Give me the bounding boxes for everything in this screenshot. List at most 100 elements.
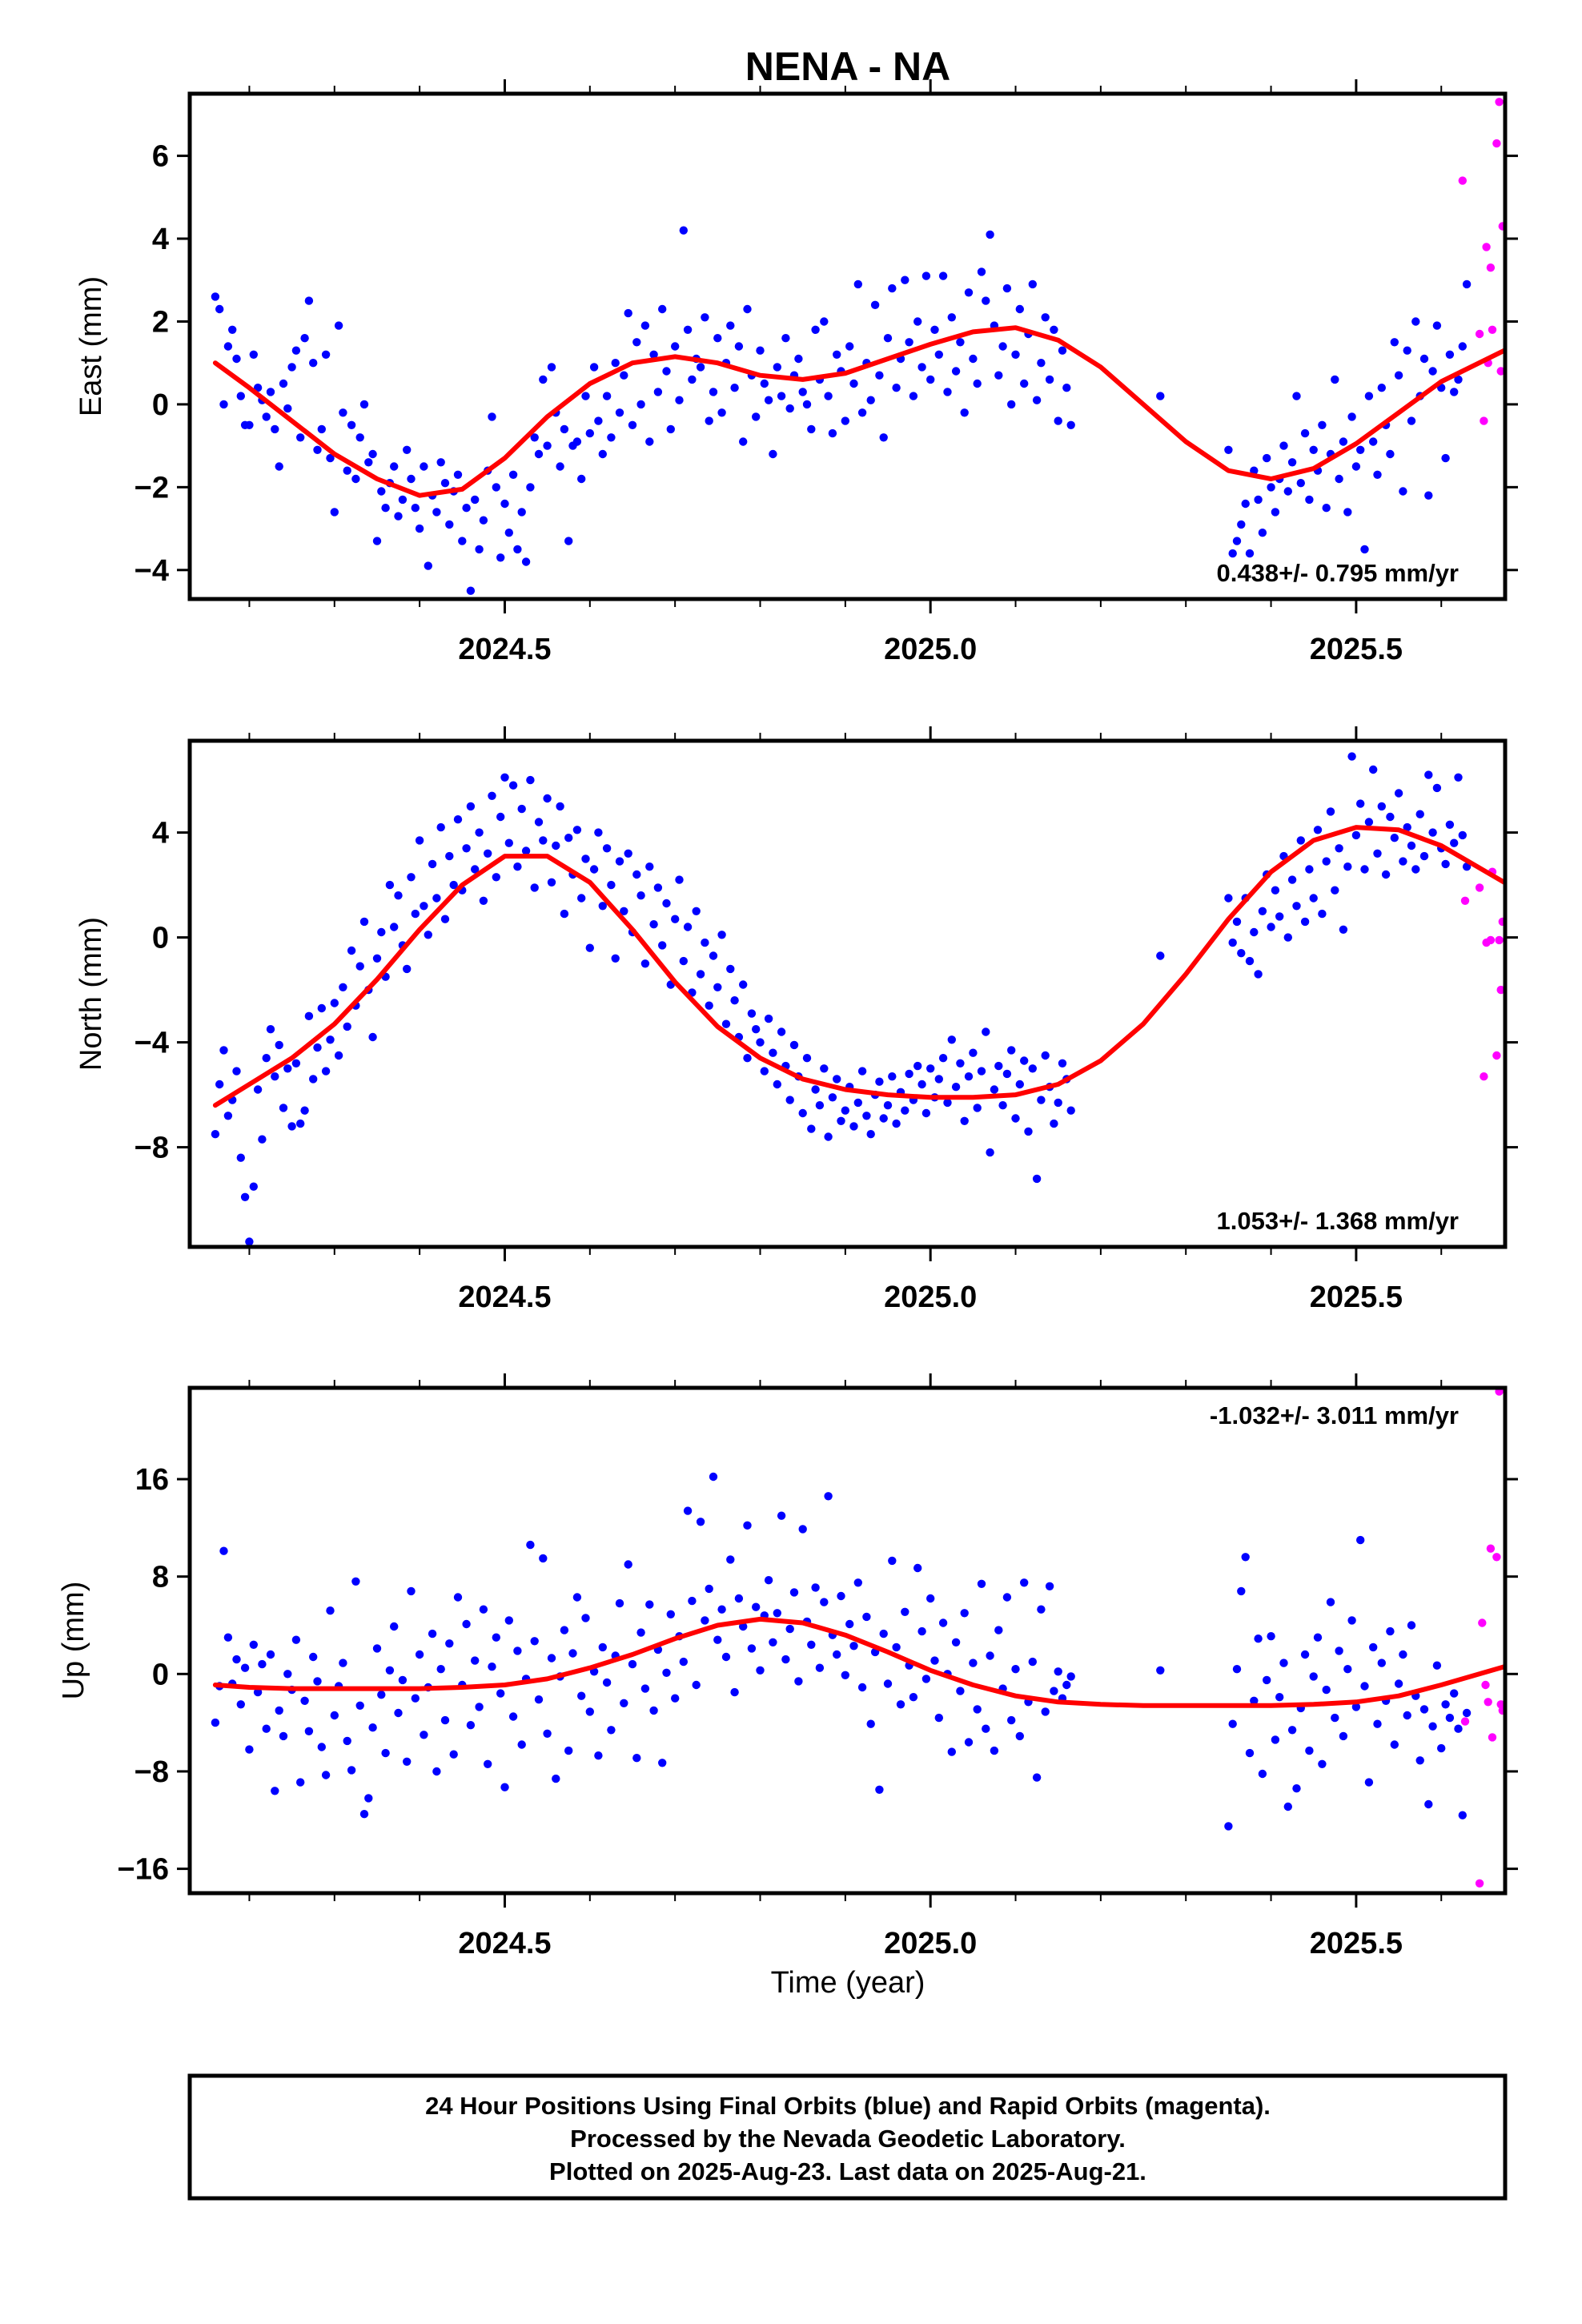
final-orbit-point bbox=[428, 859, 437, 869]
final-orbit-point bbox=[390, 1622, 399, 1631]
final-orbit-point bbox=[1369, 1642, 1378, 1652]
east-panel-frame bbox=[187, 91, 1508, 601]
final-orbit-point bbox=[1015, 1080, 1025, 1089]
final-orbit-point bbox=[1432, 321, 1442, 330]
final-orbit-point bbox=[798, 1525, 807, 1534]
rapid-orbit-point bbox=[1495, 935, 1504, 945]
final-orbit-point bbox=[420, 902, 428, 911]
final-orbit-point bbox=[1267, 1632, 1275, 1641]
final-orbit-point bbox=[589, 865, 599, 874]
final-orbit-point bbox=[1292, 902, 1301, 911]
final-orbit-point bbox=[705, 1584, 713, 1594]
footer-line-3: Plotted on 2025-Aug-23. Last data on 202… bbox=[549, 2157, 1146, 2185]
final-orbit-point bbox=[539, 375, 548, 384]
final-orbit-point bbox=[253, 1085, 263, 1094]
final-orbit-point bbox=[820, 1598, 829, 1606]
final-orbit-point bbox=[249, 1640, 258, 1649]
x-tick-label: 2025.5 bbox=[1310, 633, 1403, 666]
final-orbit-point bbox=[683, 1506, 693, 1515]
final-orbit-point bbox=[415, 836, 424, 845]
rapid-orbit-point bbox=[1492, 1553, 1501, 1562]
final-orbit-point bbox=[739, 1622, 748, 1631]
final-orbit-point bbox=[960, 408, 969, 417]
final-orbit-point bbox=[879, 1629, 888, 1638]
final-orbit-point bbox=[585, 1707, 594, 1716]
final-orbit-point bbox=[930, 1656, 939, 1665]
final-orbit-point bbox=[802, 400, 812, 409]
final-orbit-point bbox=[615, 1598, 624, 1608]
final-orbit-point bbox=[1322, 504, 1331, 513]
final-orbit-point bbox=[611, 359, 620, 368]
final-orbit-point bbox=[636, 891, 645, 900]
final-orbit-point bbox=[424, 561, 432, 570]
final-orbit-point bbox=[1002, 1069, 1012, 1079]
final-orbit-point bbox=[1237, 520, 1246, 529]
y-tick-label: 0 bbox=[152, 922, 169, 955]
final-orbit-point bbox=[517, 508, 526, 517]
final-orbit-point bbox=[734, 1594, 744, 1603]
final-orbit-point bbox=[901, 1106, 909, 1115]
final-orbit-point bbox=[934, 1075, 944, 1084]
final-orbit-point bbox=[296, 1778, 305, 1787]
east-panel: 2024.5 2025.0 2025.5 −4 −2 0 2 4 6 East (mm) 0.438… bbox=[74, 79, 1518, 666]
north-panel: 2024.5 2025.0 2025.5 −8 −4 0 4 North (mm) 1.053+… bbox=[74, 726, 1518, 1314]
final-orbit-point bbox=[403, 445, 412, 454]
final-orbit-point bbox=[1250, 466, 1259, 475]
final-orbit-point bbox=[343, 1736, 351, 1746]
final-orbit-point bbox=[262, 412, 271, 421]
final-orbit-point bbox=[428, 1629, 437, 1638]
final-orbit-point bbox=[500, 1783, 509, 1791]
final-orbit-point bbox=[632, 870, 641, 879]
final-orbit-point bbox=[317, 424, 326, 434]
y-tick-label: 6 bbox=[152, 140, 169, 174]
final-orbit-point bbox=[1322, 857, 1331, 866]
final-orbit-point bbox=[752, 1602, 761, 1611]
rapid-orbit-point bbox=[1486, 935, 1496, 945]
final-orbit-point bbox=[215, 1080, 224, 1089]
final-orbit-point bbox=[1335, 474, 1343, 484]
final-orbit-point bbox=[1228, 938, 1237, 947]
final-orbit-point bbox=[917, 363, 926, 372]
final-orbit-point bbox=[271, 424, 279, 434]
final-orbit-point bbox=[998, 1101, 1007, 1110]
final-orbit-point bbox=[1305, 865, 1314, 874]
final-orbit-point bbox=[628, 1659, 637, 1669]
final-orbit-point bbox=[662, 1668, 671, 1677]
final-orbit-point bbox=[1390, 834, 1399, 842]
final-orbit-point bbox=[534, 818, 544, 826]
final-orbit-point bbox=[1254, 970, 1263, 979]
final-orbit-point bbox=[807, 1124, 816, 1133]
final-orbit-point bbox=[471, 1656, 480, 1665]
final-orbit-point bbox=[560, 909, 569, 919]
final-orbit-point bbox=[756, 346, 765, 355]
final-orbit-point bbox=[560, 1626, 569, 1634]
final-orbit-point bbox=[1343, 1665, 1352, 1674]
rapid-orbit-point bbox=[1486, 1544, 1496, 1553]
final-orbit-point bbox=[905, 1069, 913, 1079]
final-orbit-point bbox=[262, 1724, 271, 1733]
final-orbit-point bbox=[471, 495, 480, 505]
final-orbit-point bbox=[1275, 912, 1284, 921]
final-orbit-point bbox=[321, 350, 331, 359]
x-axis-label: Time (year) bbox=[771, 1966, 926, 2000]
final-orbit-point bbox=[798, 388, 807, 396]
final-orbit-point bbox=[1002, 283, 1012, 293]
y-tick-label: 2 bbox=[152, 305, 169, 339]
final-orbit-point bbox=[453, 1593, 463, 1602]
final-orbit-point bbox=[913, 1061, 922, 1071]
final-orbit-point bbox=[756, 1666, 765, 1675]
final-orbit-point bbox=[956, 1059, 965, 1068]
final-orbit-point bbox=[849, 379, 858, 388]
final-orbit-point bbox=[982, 296, 990, 305]
final-orbit-point bbox=[1407, 1621, 1416, 1630]
final-orbit-point bbox=[530, 883, 539, 892]
final-orbit-point bbox=[662, 367, 671, 376]
y-tick-label: 16 bbox=[135, 1463, 169, 1497]
final-orbit-point bbox=[1015, 304, 1025, 314]
final-orbit-point bbox=[504, 1616, 513, 1625]
final-orbit-point bbox=[275, 462, 283, 471]
final-orbit-point bbox=[479, 896, 488, 906]
final-orbit-point bbox=[679, 1657, 688, 1667]
final-orbit-point bbox=[368, 1032, 377, 1042]
final-orbit-point bbox=[1263, 453, 1271, 463]
